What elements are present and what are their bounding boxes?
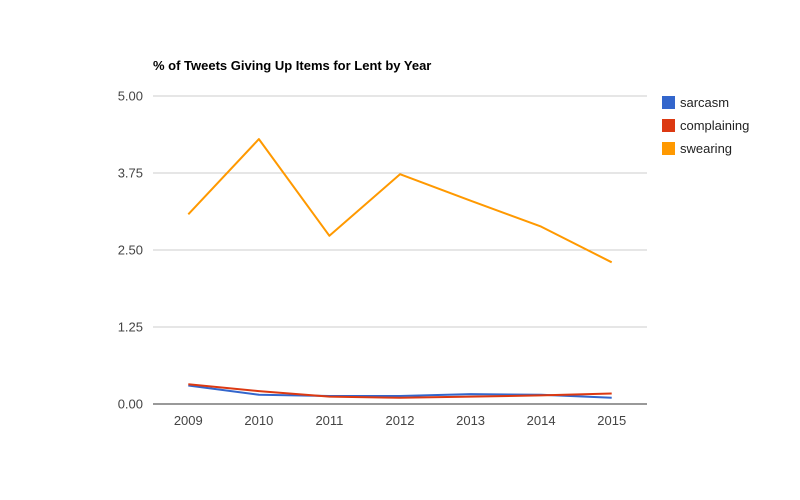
- legend: sarcasm complaining swearing: [662, 95, 749, 156]
- y-tick-label: 1.25: [118, 320, 143, 335]
- x-axis-tick-labels: 2009 2010 2011 2012 2013 2014 2015: [174, 413, 626, 428]
- y-tick-label: 0.00: [118, 397, 143, 412]
- series-lines: [187, 138, 613, 399]
- x-tick-label: 2014: [527, 413, 556, 428]
- legend-swatch-sarcasm: [662, 96, 675, 109]
- series-line-complaining: [188, 383, 612, 399]
- legend-swatch-swearing: [662, 142, 675, 155]
- x-tick-label: 2013: [456, 413, 485, 428]
- y-tick-label: 2.50: [118, 243, 143, 258]
- y-tick-label: 3.75: [118, 166, 143, 181]
- x-tick-label: 2012: [386, 413, 415, 428]
- x-tick-label: 2015: [597, 413, 626, 428]
- series-line-swearing: [187, 138, 613, 264]
- chart-title: % of Tweets Giving Up Items for Lent by …: [153, 58, 431, 73]
- x-tick-label: 2011: [315, 413, 343, 428]
- y-axis-tick-labels: 0.00 1.25 2.50 3.75 5.00: [118, 89, 143, 412]
- legend-label-complaining: complaining: [680, 118, 749, 133]
- legend-label-swearing: swearing: [680, 141, 732, 156]
- x-tick-label: 2009: [174, 413, 203, 428]
- legend-label-sarcasm: sarcasm: [680, 95, 729, 110]
- x-tick-label: 2010: [244, 413, 273, 428]
- gridlines: [153, 95, 647, 405]
- legend-swatch-complaining: [662, 119, 675, 132]
- y-tick-label: 5.00: [118, 89, 143, 104]
